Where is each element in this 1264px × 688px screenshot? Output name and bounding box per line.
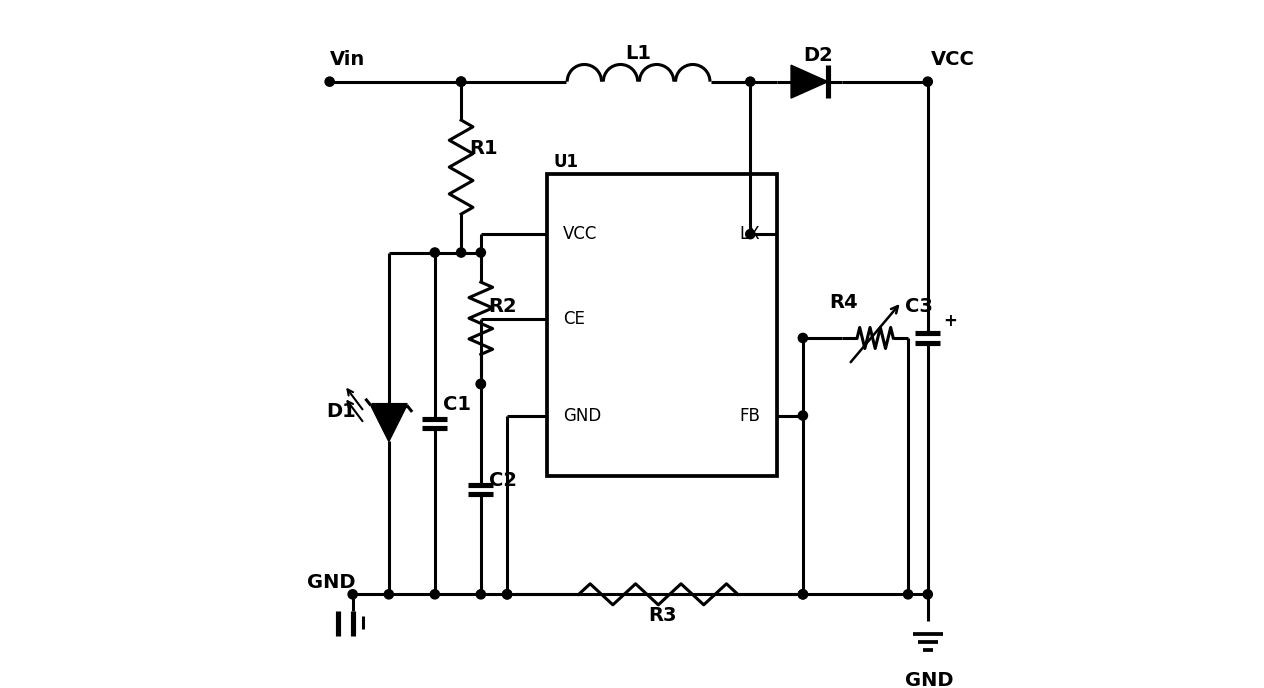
Circle shape	[348, 590, 358, 599]
Text: Vin: Vin	[330, 50, 365, 69]
Text: GND: GND	[905, 671, 953, 688]
Text: CE: CE	[562, 310, 585, 327]
Circle shape	[384, 590, 393, 599]
Circle shape	[456, 77, 465, 86]
Circle shape	[430, 248, 440, 257]
Circle shape	[904, 590, 913, 599]
Text: FB: FB	[739, 407, 760, 424]
Circle shape	[799, 334, 808, 343]
Text: C3: C3	[905, 297, 933, 316]
Circle shape	[923, 77, 933, 86]
Circle shape	[456, 248, 465, 257]
Text: GND: GND	[307, 572, 355, 592]
Text: R3: R3	[648, 605, 678, 625]
Polygon shape	[370, 405, 407, 442]
Circle shape	[430, 590, 440, 599]
Circle shape	[503, 590, 512, 599]
Circle shape	[477, 590, 485, 599]
Text: LX: LX	[739, 225, 760, 243]
Polygon shape	[791, 65, 828, 98]
Text: R4: R4	[829, 293, 858, 312]
Text: U1: U1	[554, 153, 578, 171]
Text: D2: D2	[803, 45, 833, 65]
Circle shape	[456, 77, 465, 86]
Circle shape	[325, 77, 334, 86]
Text: R1: R1	[469, 139, 498, 158]
Circle shape	[477, 248, 485, 257]
Text: C2: C2	[489, 471, 517, 490]
Circle shape	[746, 77, 755, 86]
Circle shape	[477, 379, 485, 389]
Circle shape	[799, 411, 808, 420]
Text: C1: C1	[442, 396, 470, 414]
Circle shape	[746, 230, 755, 239]
Text: VCC: VCC	[932, 50, 975, 69]
Circle shape	[477, 379, 485, 389]
Circle shape	[799, 590, 808, 599]
Text: R2: R2	[489, 297, 517, 316]
Text: L1: L1	[626, 43, 651, 63]
Text: VCC: VCC	[562, 225, 598, 243]
Circle shape	[799, 590, 808, 599]
Bar	[546, 173, 776, 476]
Circle shape	[923, 590, 933, 599]
Circle shape	[503, 590, 512, 599]
Text: +: +	[943, 312, 957, 330]
Text: GND: GND	[562, 407, 602, 424]
Text: D1: D1	[326, 402, 356, 421]
